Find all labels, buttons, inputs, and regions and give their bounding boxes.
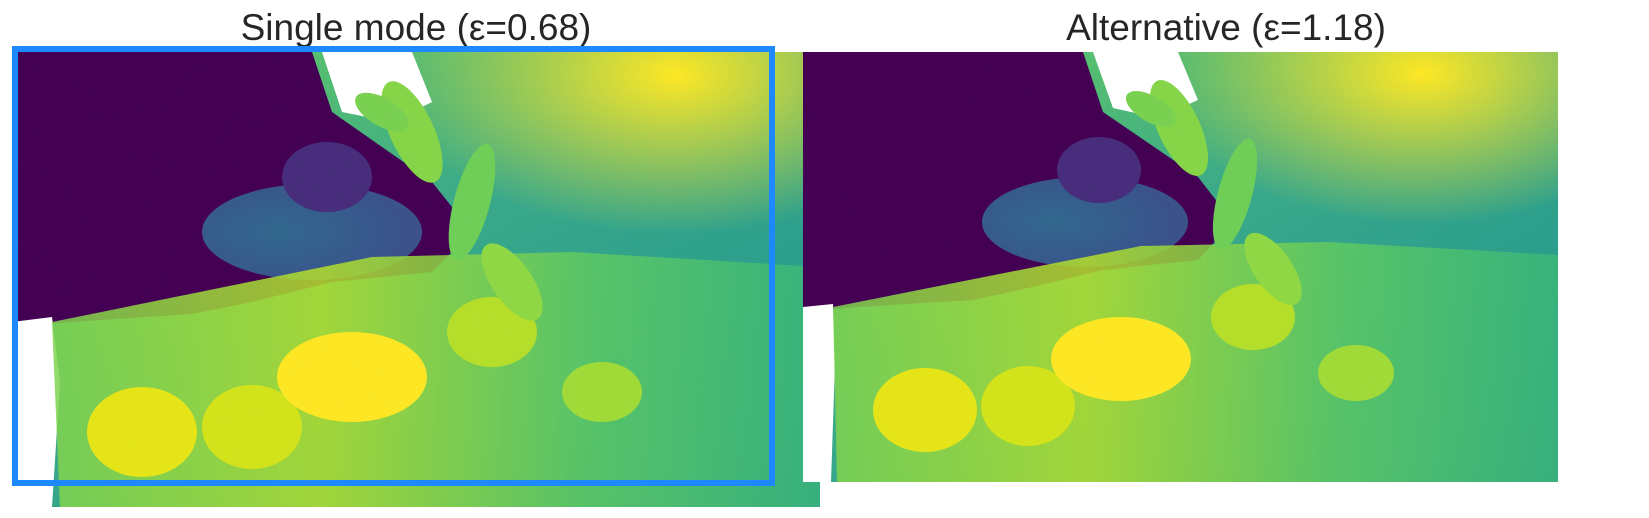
depth-map-image [803,52,1558,482]
panel-title: Single mode (ε=0.68) [240,7,592,48]
panel-alternative[interactable]: Alternative (ε=1.18) [803,0,1649,518]
panel-title: Alternative (ε=1.18) [1066,7,1386,48]
panel-single-mode[interactable]: Single mode (ε=0.68) [12,0,820,518]
depth-map-image [12,52,820,507]
